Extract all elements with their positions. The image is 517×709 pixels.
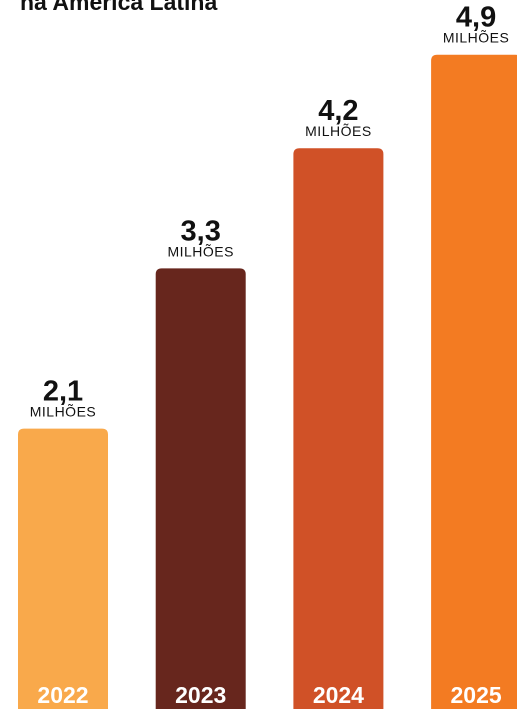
unit-label-2023: MILHÕES: [167, 243, 234, 259]
unit-label-2022: MILHÕES: [30, 404, 97, 420]
value-label-2023: 3,3: [181, 215, 221, 247]
bar-2023: [155, 268, 246, 709]
category-label-2024: 2024: [313, 682, 364, 708]
chart-title: na América Latina: [20, 0, 218, 15]
bar-2022: [18, 428, 108, 709]
value-label-2024: 4,2: [318, 95, 358, 127]
value-label-2025: 4,9: [456, 2, 496, 34]
bar-2025: [431, 54, 517, 709]
unit-label-2025: MILHÕES: [443, 30, 510, 46]
category-label-2022: 2022: [37, 682, 88, 708]
value-label-2022: 2,1: [43, 376, 83, 408]
unit-label-2024: MILHÕES: [305, 123, 372, 139]
bar-2024: [293, 148, 384, 709]
category-label-2025: 2025: [451, 682, 502, 708]
category-label-2023: 2023: [175, 682, 226, 708]
